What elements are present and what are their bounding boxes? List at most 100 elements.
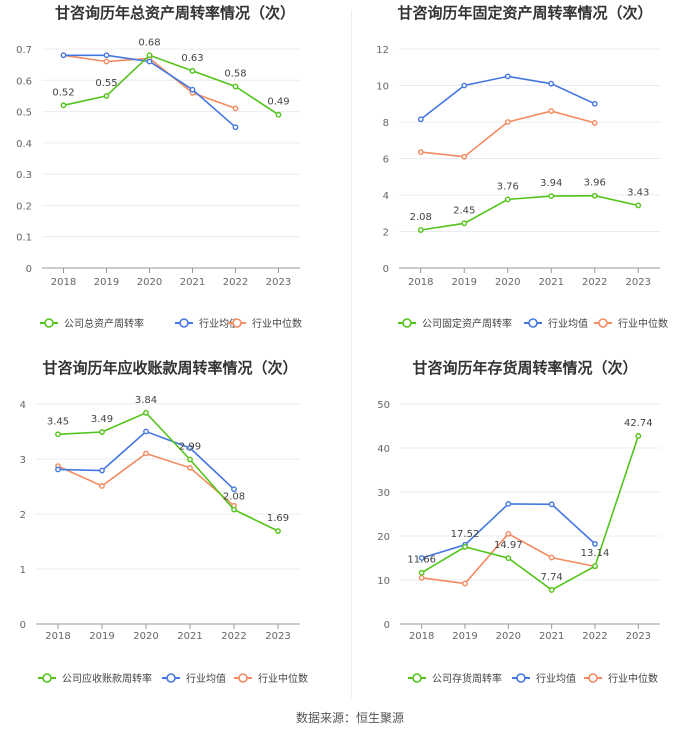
data-point-company: [461, 220, 468, 227]
legend-swatch-marker: [516, 673, 526, 683]
data-point-industry_avg: [548, 80, 555, 87]
legend-swatch-marker: [44, 318, 54, 328]
y-tick-label: 20: [377, 532, 390, 543]
x-tick-label: 2018: [45, 631, 70, 642]
data-point-industry_median: [232, 105, 239, 112]
data-point-industry_median: [418, 574, 425, 581]
y-tick-label: 50: [377, 400, 390, 411]
data-point-industry_avg: [55, 466, 61, 473]
y-tick-label: 0.4: [16, 139, 32, 150]
x-tick-label: 2018: [409, 631, 434, 642]
data-point-company: [275, 528, 281, 534]
data-point-industry_avg: [143, 428, 149, 435]
x-tick-label: 2019: [452, 277, 477, 288]
data-label: 1.69: [267, 513, 289, 524]
legend-label: 公司固定资产周转率: [422, 317, 512, 330]
legend-label: 行业中位数: [252, 317, 302, 330]
data-label: 0.58: [224, 69, 246, 80]
legend-swatch-marker: [402, 318, 412, 328]
y-tick-label: 0.7: [16, 45, 32, 56]
data-point-industry_median: [548, 554, 555, 561]
data-label: 2.08: [223, 492, 245, 503]
data-point-industry_avg: [592, 541, 598, 547]
data-point-company: [187, 456, 193, 463]
legend-item: 行业均值: [524, 317, 588, 330]
data-point-industry_median: [505, 530, 512, 537]
y-tick-label: 8: [383, 118, 389, 129]
chart-panel-4: 甘咨询历年存货周转率情况（次） 0 10 20 30 40 50 2018 2019 2020 20…: [377, 359, 660, 685]
data-label: 0.63: [181, 53, 203, 64]
legend-swatch-marker: [232, 318, 242, 328]
data-point-industry_avg: [548, 501, 555, 508]
data-point-industry_median: [417, 149, 424, 156]
data-point-company: [418, 569, 425, 576]
y-tick-label: 10: [376, 82, 389, 93]
data-label: 2.45: [453, 205, 475, 216]
x-tick-label: 2023: [626, 277, 651, 288]
data-point-company: [635, 433, 642, 439]
data-point-company: [99, 429, 105, 435]
data-label: 3.94: [540, 178, 562, 189]
data-point-industry_avg: [103, 52, 110, 59]
data-label: 0.55: [95, 78, 117, 89]
y-tick-label: 3: [20, 455, 26, 466]
data-point-industry_median: [103, 58, 110, 65]
x-tick-label: 2020: [495, 277, 520, 288]
data-point-industry_avg: [417, 116, 424, 123]
y-tick-label: 0.3: [16, 170, 32, 181]
legend-item: 公司应收账款周转率: [38, 672, 152, 685]
data-label: 13.14: [581, 548, 610, 559]
y-tick-label: 0: [384, 620, 390, 631]
legend-item: 行业中位数: [228, 317, 302, 330]
data-point-industry_avg: [60, 52, 67, 59]
data-point-company: [417, 227, 424, 233]
data-label: 7.74: [541, 572, 563, 583]
y-tick-label: 0: [383, 264, 389, 275]
legend-label: 行业均值: [548, 317, 588, 330]
series-line-company: [57, 411, 279, 532]
data-point-industry_avg: [505, 500, 512, 507]
legend-item: 公司存货周转率: [408, 672, 502, 685]
x-tick-label: 2021: [180, 277, 205, 288]
x-tick-label: 2022: [221, 631, 246, 642]
y-tick-label: 0.1: [16, 233, 32, 244]
y-tick-label: 1: [20, 565, 26, 576]
data-point-industry_median: [591, 120, 598, 126]
legend-item: 行业中位数: [234, 672, 308, 685]
x-tick-label: 2019: [452, 631, 477, 642]
legend-swatch-marker: [412, 673, 422, 683]
data-label: 3.45: [47, 416, 69, 427]
x-tick-label: 2022: [223, 277, 248, 288]
x-tick-label: 2018: [51, 277, 76, 288]
legend-swatch-marker: [528, 318, 538, 328]
data-point-industry_median: [548, 108, 555, 114]
x-tick-label: 2019: [94, 277, 119, 288]
data-label: 17.52: [451, 529, 480, 540]
data-label: 0.49: [267, 97, 289, 108]
legend-swatch-marker: [588, 673, 598, 683]
y-tick-label: 6: [383, 155, 389, 166]
data-point-company: [504, 196, 511, 203]
legend-item: 行业均值: [512, 672, 576, 685]
y-tick-label: 0.2: [16, 201, 32, 212]
legend-swatch-marker: [166, 673, 176, 683]
data-point-industry_median: [143, 450, 149, 457]
chart-panel-1: 甘咨询历年总资产周转率情况（次） 0 0.1 0.2 0.3 0.4 0.5 0.6 0.7 20…: [16, 4, 302, 330]
legend-item: 行业均值: [175, 317, 239, 330]
y-tick-label: 12: [376, 45, 389, 56]
x-tick-label: 2023: [265, 631, 290, 642]
data-point-industry_median: [504, 119, 511, 125]
y-tick-label: 2: [383, 228, 389, 239]
legend-label: 行业中位数: [618, 317, 668, 330]
data-label: 3.84: [135, 395, 157, 406]
x-tick-label: 2018: [408, 277, 433, 288]
legend-item: 公司固定资产周转率: [398, 317, 512, 330]
data-point-company: [146, 52, 153, 59]
data-point-company: [548, 193, 555, 199]
x-tick-label: 2021: [539, 277, 564, 288]
data-point-company: [60, 102, 67, 109]
legend-swatch-marker: [179, 318, 189, 328]
data-point-industry_avg: [231, 486, 237, 493]
data-label: 3.43: [627, 187, 649, 198]
